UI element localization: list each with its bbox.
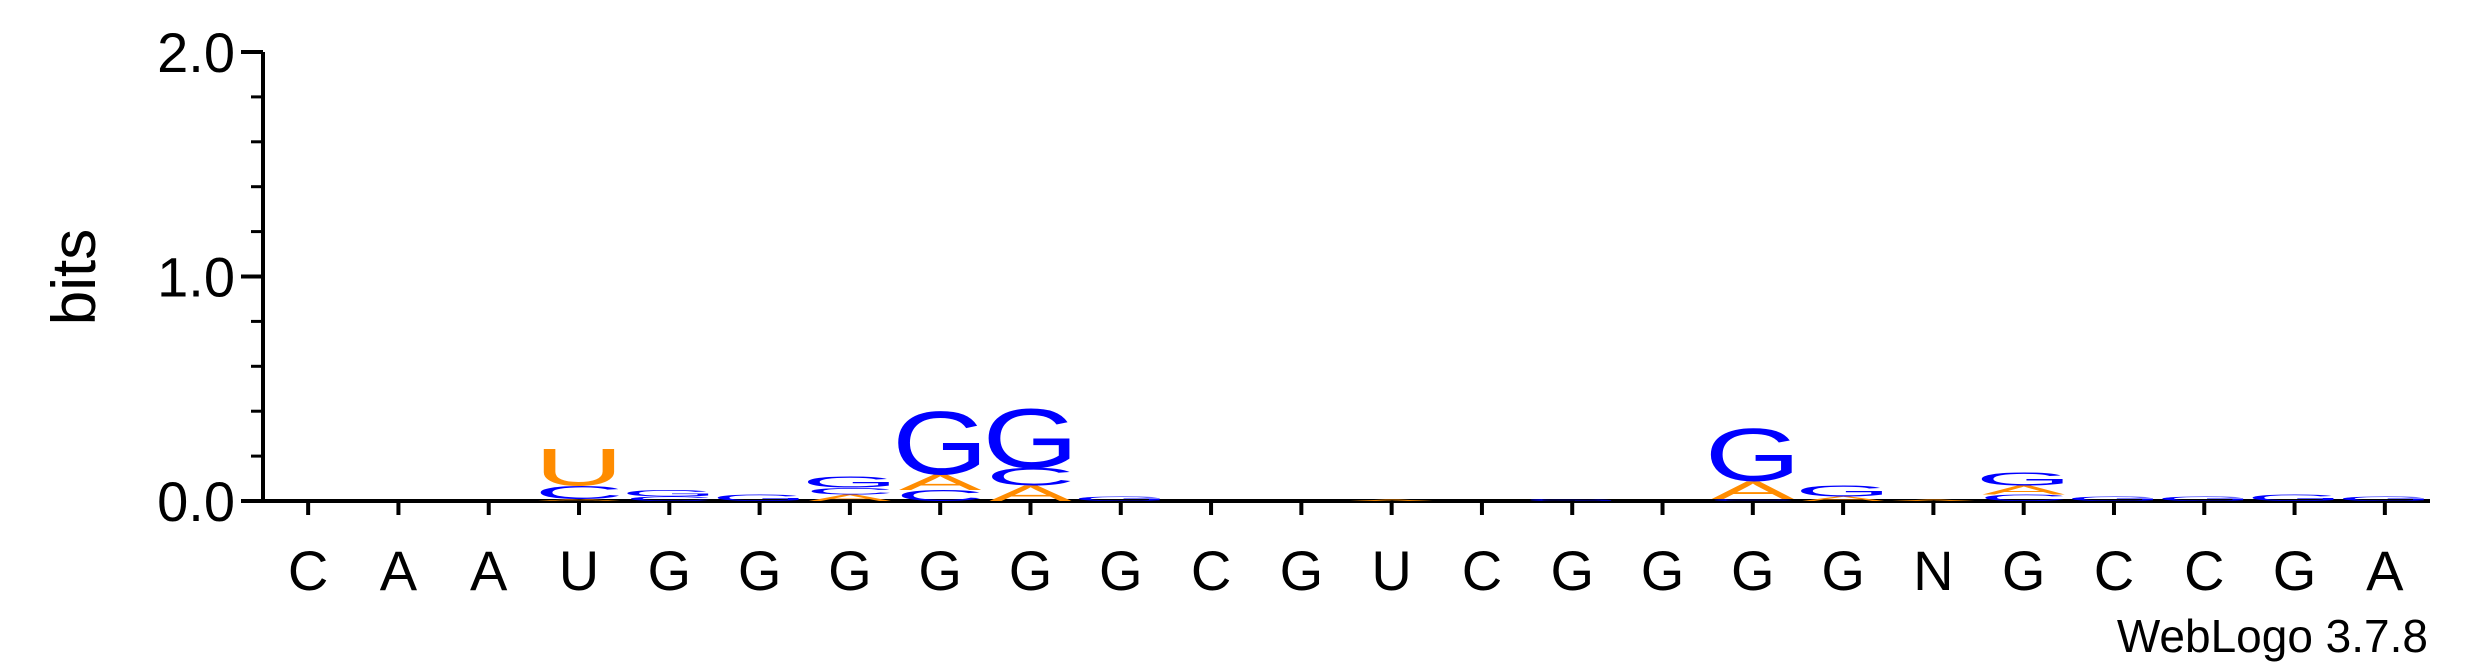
y-axis-label: bits [40,229,109,325]
logo-letter: G [2156,495,2252,502]
x-tick-label: A [2366,539,2404,602]
x-tick-label: U [559,539,599,602]
weblogo-credit: WebLogo 3.7.8 [2117,610,2428,662]
x-tick-label: G [2002,539,2046,602]
x-tick-label: G [1280,539,1324,602]
logo-letter: G [802,473,898,490]
y-ticks: 0.0 1.0 2.0 [157,21,263,533]
x-tick-label: A [380,539,418,602]
x-tick-label: C [2184,539,2224,602]
logo-letter: C [895,487,984,504]
logo-letter: C [986,463,1075,491]
x-tick-label: A [470,539,508,602]
logo-letter: A [989,481,1073,505]
logo-letter: C [1708,498,1797,501]
y-axis: 0.0 1.0 2.0 bits [40,21,265,533]
x-tick-label: C [2094,539,2134,602]
logo-letter: G [1705,413,1801,497]
logo-letter: G [1524,498,1620,501]
logo-letter: G [2337,495,2433,502]
y-tick-label: 1.0 [157,246,235,309]
x-tick-label: G [1641,539,1685,602]
x-tick-label: G [738,539,782,602]
x-tick-label: G [918,539,962,602]
x-tick-label: U [1371,539,1411,602]
logo-letter: A [899,470,983,494]
logo-letter: G [1976,468,2072,489]
y-tick-label: 0.0 [157,470,235,533]
x-tick-label: C [1462,539,1502,602]
x-tick-label: G [1731,539,1775,602]
x-tick-label: G [1099,539,1143,602]
logo-letter: G [2246,493,2342,503]
logo-letter: G [1073,495,1169,502]
logo-letter: C [1979,493,2068,503]
logo-letter: A [1712,476,1795,504]
x-tick-label: C [1191,539,1231,602]
logo-letter: A [538,498,621,501]
logo-letter: G [982,392,1078,486]
logo-letter: A [1982,483,2065,497]
x-tick-label: C [288,539,328,602]
logo-letter: G [892,392,988,493]
logo-letter: C [534,482,623,503]
logo-letter: C [805,486,894,496]
x-tick-label: G [1550,539,1594,602]
logo-letter: G [621,488,717,498]
x-tick-label: G [2273,539,2317,602]
x-tick-label: G [1821,539,1865,602]
logo-letter: G [2066,495,2162,502]
x-tick-label: G [828,539,872,602]
logo-letter: A [1350,500,1433,502]
logo-letter: U [534,438,623,497]
logo-letter: G [1795,482,1891,499]
logo-letter: A [1802,495,1885,502]
logo-letter: G [711,493,807,503]
x-tick-label: G [648,539,692,602]
x-tick-label: N [1913,539,1953,602]
logo-letter: C [625,495,714,502]
x-tick-label: G [1009,539,1053,602]
y-tick-label: 2.0 [157,21,235,84]
logo-letter: A [1892,500,1975,502]
logo-letter: A [809,493,892,503]
